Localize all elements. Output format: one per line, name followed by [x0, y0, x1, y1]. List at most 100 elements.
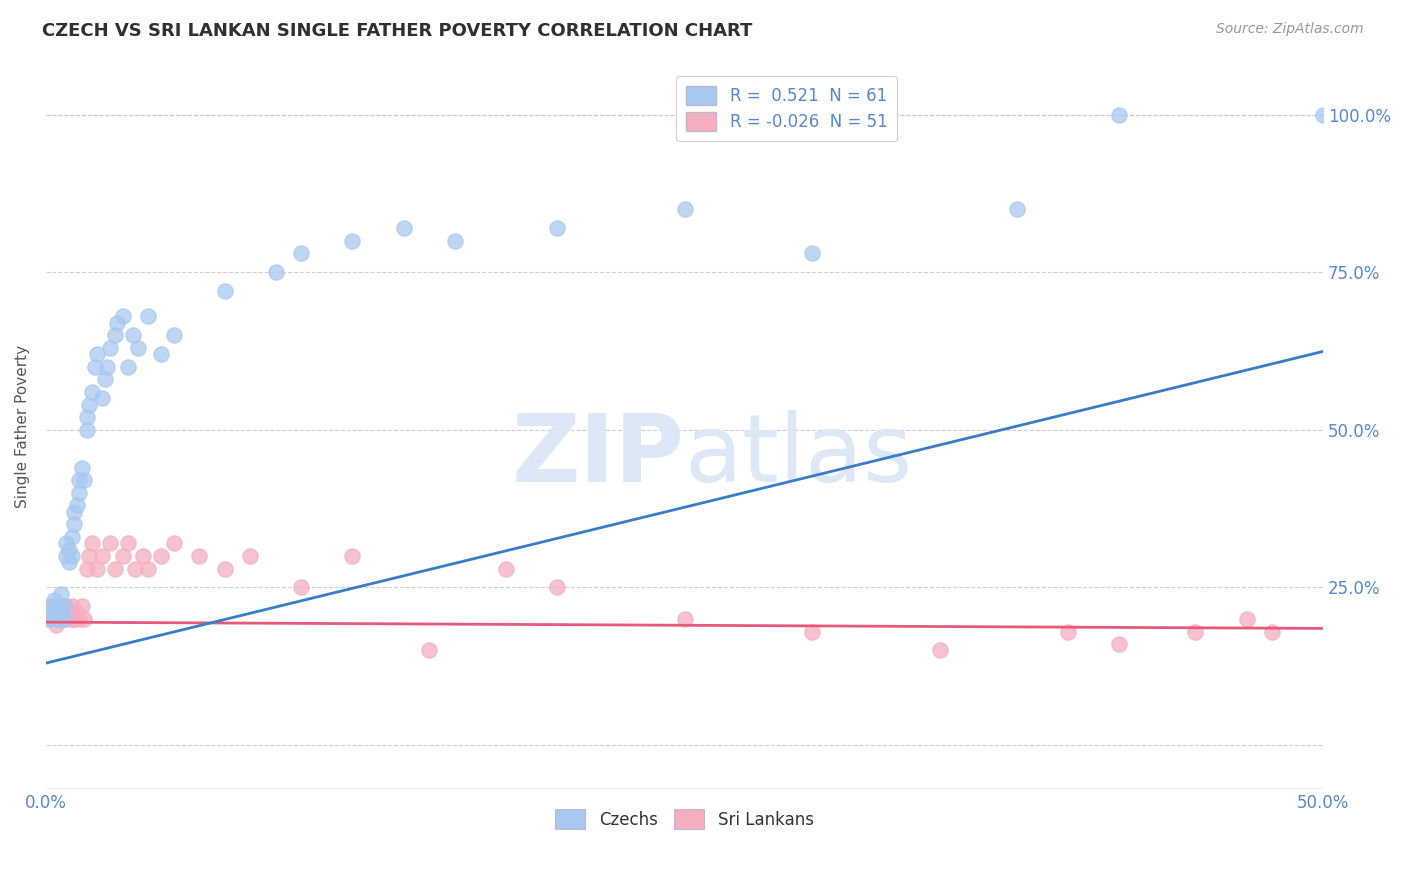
Point — [60, 549, 83, 563]
Point — [63, 505, 86, 519]
Point — [127, 341, 149, 355]
Text: Source: ZipAtlas.com: Source: ZipAtlas.com — [1216, 22, 1364, 37]
Point — [121, 328, 143, 343]
Point — [73, 473, 96, 487]
Point — [51, 587, 73, 601]
Point — [48, 612, 70, 626]
Point — [188, 549, 211, 563]
Point — [214, 284, 236, 298]
Point — [443, 234, 465, 248]
Text: CZECH VS SRI LANKAN SINGLE FATHER POVERTY CORRELATION CHART: CZECH VS SRI LANKAN SINGLE FATHER POVERT… — [42, 22, 752, 40]
Point — [55, 536, 77, 550]
Point — [42, 612, 65, 626]
Point — [149, 347, 172, 361]
Point — [1108, 107, 1130, 121]
Point — [801, 624, 824, 639]
Text: atlas: atlas — [685, 409, 912, 501]
Point — [48, 612, 70, 626]
Point — [60, 612, 83, 626]
Point — [1056, 624, 1078, 639]
Point — [51, 606, 73, 620]
Point — [1108, 637, 1130, 651]
Point — [51, 612, 73, 626]
Point — [80, 384, 103, 399]
Point — [39, 606, 62, 620]
Point — [163, 328, 186, 343]
Point — [214, 561, 236, 575]
Point — [60, 599, 83, 614]
Point — [342, 549, 364, 563]
Point — [58, 542, 80, 557]
Point — [42, 606, 65, 620]
Point — [45, 612, 67, 626]
Point — [104, 561, 127, 575]
Point — [163, 536, 186, 550]
Y-axis label: Single Father Poverty: Single Father Poverty — [15, 345, 30, 508]
Point — [58, 606, 80, 620]
Point — [76, 561, 98, 575]
Point — [48, 599, 70, 614]
Point — [45, 599, 67, 614]
Point — [98, 536, 121, 550]
Point — [104, 328, 127, 343]
Point — [80, 536, 103, 550]
Point — [67, 473, 90, 487]
Point — [83, 359, 105, 374]
Point — [52, 606, 75, 620]
Point — [63, 612, 86, 626]
Point — [48, 606, 70, 620]
Point — [67, 612, 90, 626]
Point — [98, 341, 121, 355]
Point — [39, 599, 62, 614]
Point — [55, 549, 77, 563]
Point — [39, 599, 62, 614]
Point — [86, 561, 108, 575]
Point — [290, 581, 312, 595]
Point — [1261, 624, 1284, 639]
Point — [45, 618, 67, 632]
Point — [55, 599, 77, 614]
Point — [673, 612, 696, 626]
Text: ZIP: ZIP — [512, 409, 685, 501]
Point — [264, 265, 287, 279]
Point — [70, 460, 93, 475]
Point — [1005, 202, 1028, 216]
Legend: Czechs, Sri Lankans: Czechs, Sri Lankans — [548, 803, 820, 835]
Point — [93, 372, 115, 386]
Point — [70, 599, 93, 614]
Point — [51, 599, 73, 614]
Point — [48, 606, 70, 620]
Point — [117, 359, 139, 374]
Point — [239, 549, 262, 563]
Point — [91, 391, 114, 405]
Point — [107, 316, 129, 330]
Point — [38, 612, 60, 626]
Point — [929, 643, 952, 657]
Point — [111, 310, 134, 324]
Point — [290, 246, 312, 260]
Point — [52, 612, 75, 626]
Point — [42, 593, 65, 607]
Point — [86, 347, 108, 361]
Point — [42, 606, 65, 620]
Point — [76, 410, 98, 425]
Point — [1312, 107, 1334, 121]
Point — [149, 549, 172, 563]
Point — [1184, 624, 1206, 639]
Point — [132, 549, 155, 563]
Point — [801, 246, 824, 260]
Point — [136, 561, 159, 575]
Point — [546, 581, 568, 595]
Point — [1236, 612, 1258, 626]
Point — [63, 517, 86, 532]
Point — [96, 359, 118, 374]
Point — [76, 423, 98, 437]
Point — [546, 221, 568, 235]
Point — [342, 234, 364, 248]
Point — [111, 549, 134, 563]
Point — [79, 549, 101, 563]
Point — [418, 643, 440, 657]
Point — [495, 561, 517, 575]
Point — [73, 612, 96, 626]
Point — [79, 398, 101, 412]
